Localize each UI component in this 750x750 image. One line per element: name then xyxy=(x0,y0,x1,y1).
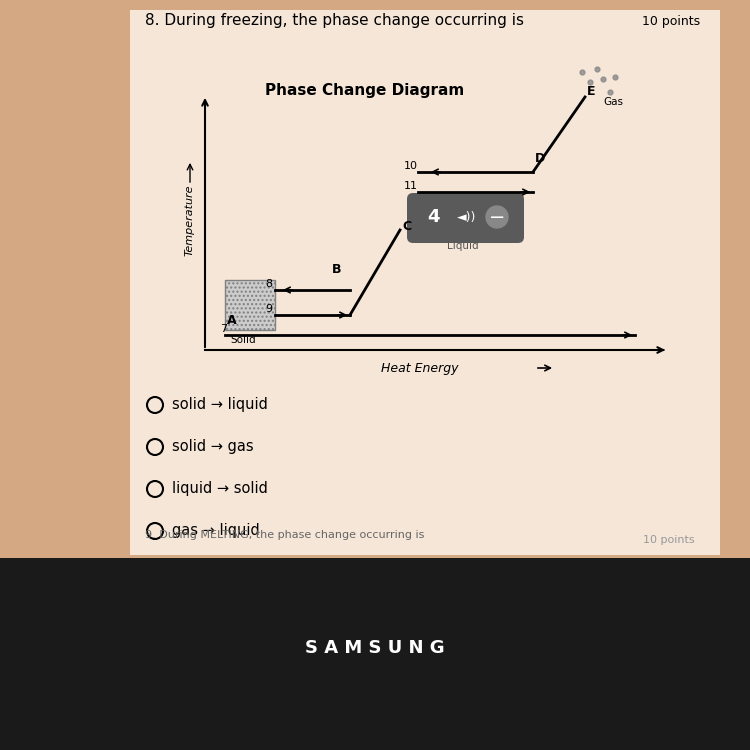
Text: 9: 9 xyxy=(265,304,272,314)
Text: Temperature: Temperature xyxy=(185,184,195,256)
Text: 4: 4 xyxy=(427,208,439,226)
Text: 8. During freezing, the phase change occurring is: 8. During freezing, the phase change occ… xyxy=(145,13,524,28)
Text: Gas: Gas xyxy=(603,97,623,107)
Text: D: D xyxy=(535,152,545,165)
Text: Heat Energy: Heat Energy xyxy=(381,362,459,375)
Bar xyxy=(0,558,750,750)
FancyBboxPatch shape xyxy=(130,10,720,555)
Text: ◄)): ◄)) xyxy=(458,211,477,224)
Circle shape xyxy=(486,206,508,228)
Text: 11: 11 xyxy=(404,181,418,191)
Text: Solid: Solid xyxy=(230,335,256,345)
Text: 10: 10 xyxy=(404,161,418,171)
Text: Phase Change Diagram: Phase Change Diagram xyxy=(265,83,464,98)
Text: Liquid: Liquid xyxy=(447,241,478,251)
Text: E: E xyxy=(587,85,596,98)
Text: 10 points: 10 points xyxy=(644,535,695,545)
Text: −: − xyxy=(489,208,506,226)
Bar xyxy=(225,280,275,330)
Text: S A M S U N G: S A M S U N G xyxy=(305,639,445,657)
Text: B: B xyxy=(332,263,341,276)
Text: C: C xyxy=(402,220,411,233)
Text: 9. During MELTING, the phase change occurring is: 9. During MELTING, the phase change occu… xyxy=(145,530,424,540)
Text: 10 points: 10 points xyxy=(642,15,700,28)
Text: A: A xyxy=(227,314,237,327)
Text: 7: 7 xyxy=(220,324,227,334)
Text: solid → gas: solid → gas xyxy=(172,440,254,454)
Text: liquid → solid: liquid → solid xyxy=(172,482,268,496)
FancyBboxPatch shape xyxy=(407,193,524,243)
Text: 8: 8 xyxy=(265,279,272,289)
Text: solid → liquid: solid → liquid xyxy=(172,398,268,412)
Text: gas → liquid: gas → liquid xyxy=(172,524,260,538)
